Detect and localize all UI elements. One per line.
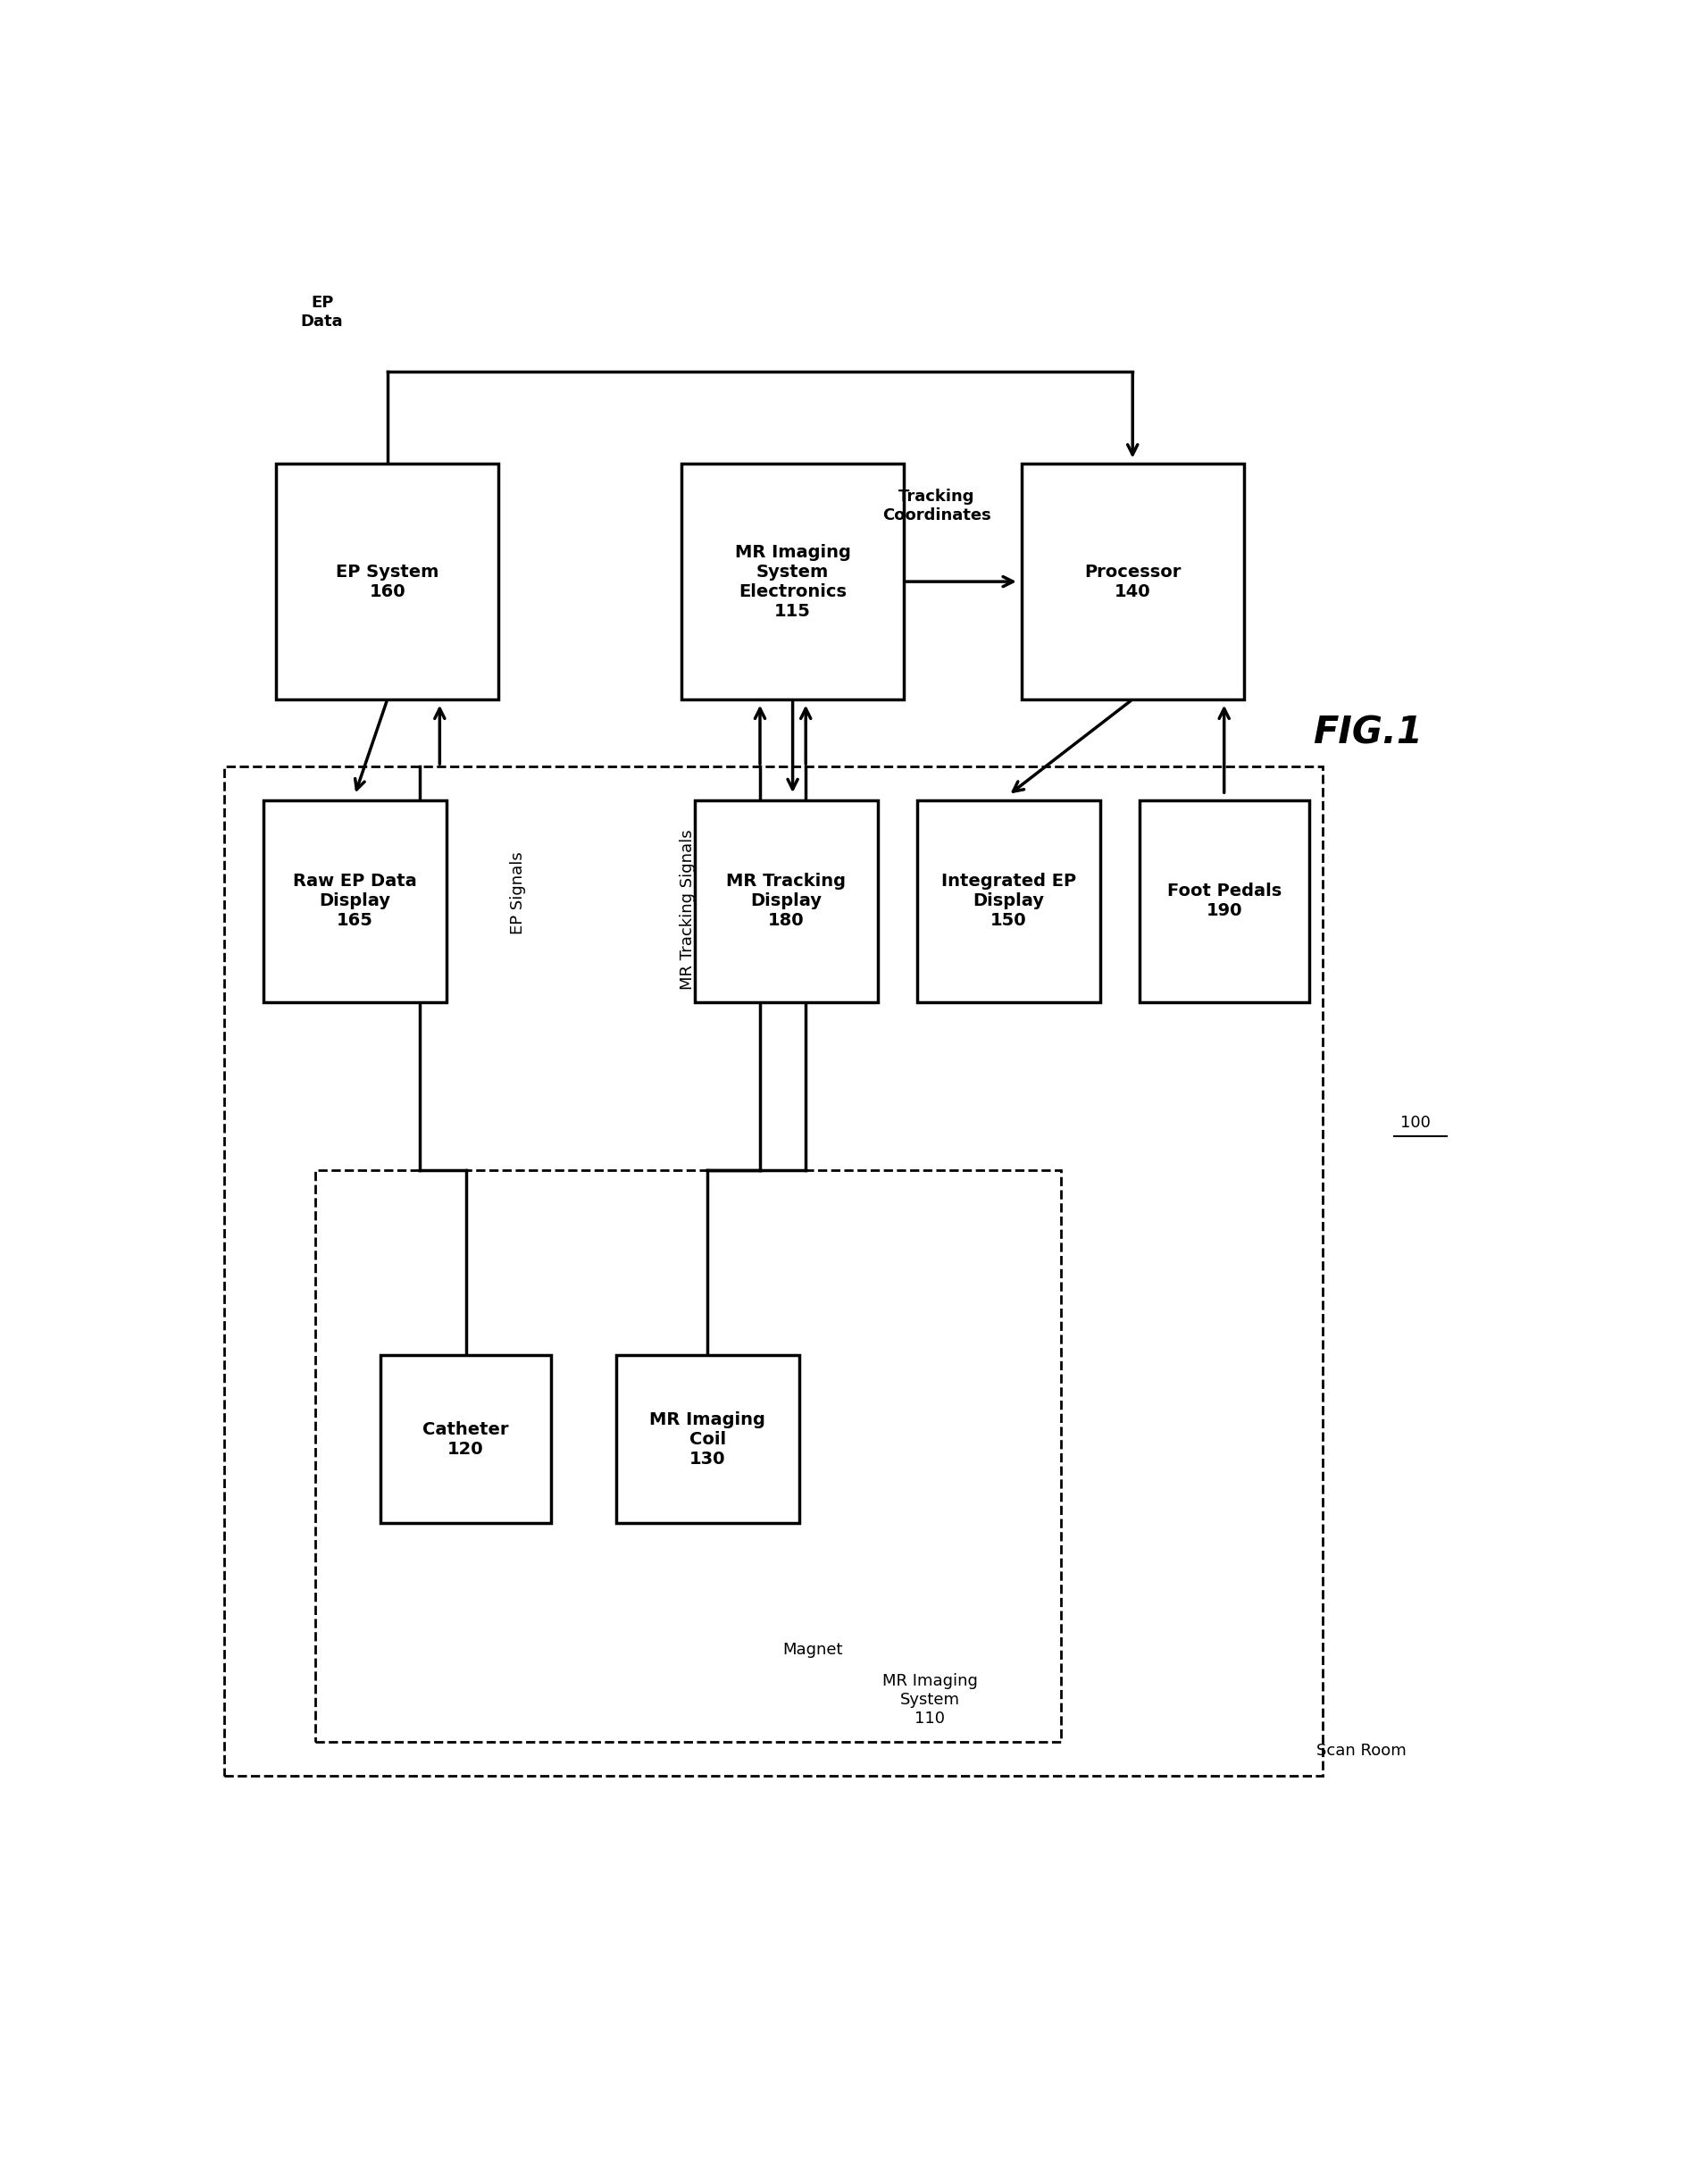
Text: Tracking
Coordinates: Tracking Coordinates xyxy=(882,489,990,524)
Text: EP Signals: EP Signals xyxy=(509,852,526,935)
Bar xyxy=(682,463,904,699)
Text: MR Tracking
Display
180: MR Tracking Display 180 xyxy=(727,874,845,928)
Text: MR Imaging
System
Electronics
115: MR Imaging System Electronics 115 xyxy=(734,544,850,620)
Bar xyxy=(695,799,877,1002)
Text: FIG.1: FIG.1 xyxy=(1312,714,1422,751)
Text: Raw EP Data
Display
165: Raw EP Data Display 165 xyxy=(294,874,417,928)
Text: 100: 100 xyxy=(1400,1116,1431,1131)
Text: Foot Pedals
190: Foot Pedals 190 xyxy=(1167,882,1282,919)
Text: Magnet: Magnet xyxy=(783,1642,842,1658)
Bar xyxy=(1139,799,1309,1002)
Bar xyxy=(616,1354,800,1524)
Text: Integrated EP
Display
150: Integrated EP Display 150 xyxy=(941,874,1076,928)
Text: Scan Room: Scan Room xyxy=(1316,1743,1407,1758)
Text: Processor
140: Processor 140 xyxy=(1085,563,1181,601)
Text: Catheter
120: Catheter 120 xyxy=(423,1422,509,1457)
Text: EP System
160: EP System 160 xyxy=(336,563,439,601)
Bar xyxy=(918,799,1100,1002)
Bar xyxy=(224,767,1323,1776)
Bar xyxy=(1022,463,1243,699)
Bar xyxy=(315,1171,1061,1743)
Text: MR Imaging
Coil
130: MR Imaging Coil 130 xyxy=(649,1411,766,1468)
Text: MR Tracking Signals: MR Tracking Signals xyxy=(680,830,697,989)
Bar xyxy=(263,799,447,1002)
Text: MR Imaging
System
110: MR Imaging System 110 xyxy=(882,1673,978,1728)
Bar xyxy=(277,463,499,699)
Bar xyxy=(381,1354,550,1524)
Text: EP
Data: EP Data xyxy=(300,295,342,330)
